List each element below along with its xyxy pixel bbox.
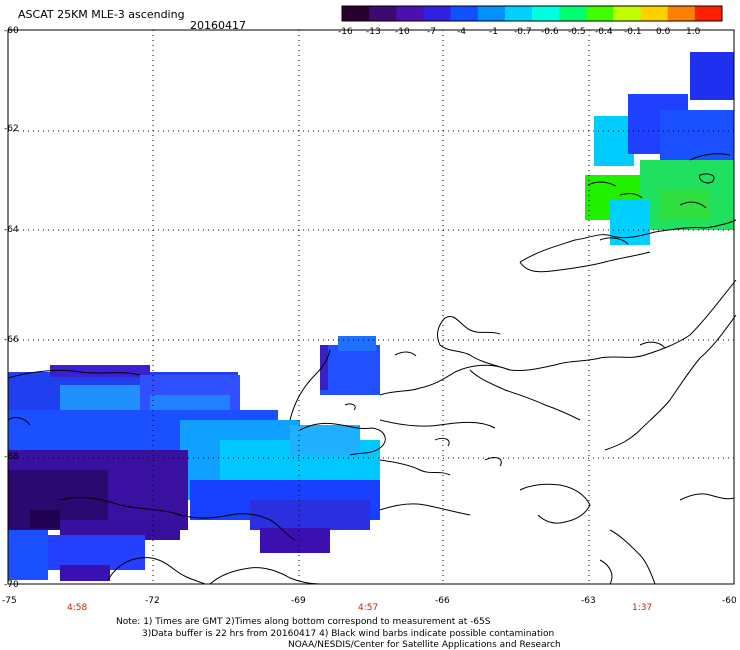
- colorbar-label: -1: [489, 27, 498, 37]
- lon-label: -66: [435, 596, 450, 606]
- colorbar-segment: [667, 6, 696, 21]
- coastlines: [7, 153, 737, 585]
- lat-label: -60: [4, 26, 19, 36]
- colorbar-label: -0.7: [514, 27, 532, 37]
- colorbar-segment: [477, 6, 506, 21]
- product-date: 20160417: [190, 19, 246, 32]
- colorbar-label: -0.4: [595, 27, 613, 37]
- colorbar-segment: [559, 6, 587, 21]
- colorbar: [341, 5, 723, 22]
- note-line-1: Note: 1) Times are GMT 2)Times along bot…: [116, 617, 491, 627]
- lon-label: -75: [2, 596, 17, 606]
- lon-label: -63: [581, 596, 596, 606]
- lat-label: -70: [4, 580, 19, 590]
- colorbar-label: -16: [338, 27, 353, 37]
- lat-label: -66: [4, 335, 19, 345]
- colorbar-segment: [504, 6, 533, 21]
- colorbar-label: -13: [366, 27, 381, 37]
- colorbar-label: -10: [395, 27, 410, 37]
- colorbar-segment: [423, 6, 452, 21]
- colorbar-label: 0.0: [656, 27, 671, 37]
- lon-label: -60: [722, 596, 737, 606]
- colorbar-label: -7: [427, 27, 436, 37]
- lon-label: -72: [145, 596, 160, 606]
- colorbar-segment: [586, 6, 614, 21]
- colorbar-label: 1.0: [686, 27, 701, 37]
- colorbar-segment: [640, 6, 669, 21]
- note-line-3: NOAA/NESDIS/Center for Satellite Applica…: [288, 640, 561, 650]
- map-frame: [7, 29, 735, 585]
- data-swath-west: [8, 336, 380, 581]
- time-label: 4:57: [358, 603, 379, 613]
- lat-label: -62: [4, 124, 19, 134]
- colorbar-segment: [369, 6, 397, 21]
- colorbar-label: -0.6: [541, 27, 559, 37]
- colorbar-segment: [694, 6, 723, 21]
- note-line-2: 3)Data buffer is 22 hrs from 20160417 4)…: [142, 629, 555, 639]
- colorbar-border: [341, 5, 723, 22]
- colorbar-label: -4: [457, 27, 466, 37]
- lat-label: -64: [4, 225, 19, 235]
- colorbar-segment: [613, 6, 642, 21]
- lat-label: -68: [4, 452, 19, 462]
- colorbar-segment: [396, 6, 424, 21]
- colorbar-label: -0.1: [624, 27, 642, 37]
- colorbar-segment: [342, 6, 370, 21]
- data-swath-east: [585, 52, 734, 245]
- colorbar-segment: [532, 6, 560, 21]
- lon-label: -69: [291, 596, 306, 606]
- graticule: [8, 30, 734, 584]
- colorbar-segment: [450, 6, 479, 21]
- product-title: ASCAT 25KM MLE-3 ascending: [18, 8, 185, 21]
- time-label: 4:58: [67, 603, 88, 613]
- colorbar-label: -0.5: [568, 27, 586, 37]
- time-label: 1:37: [632, 603, 653, 613]
